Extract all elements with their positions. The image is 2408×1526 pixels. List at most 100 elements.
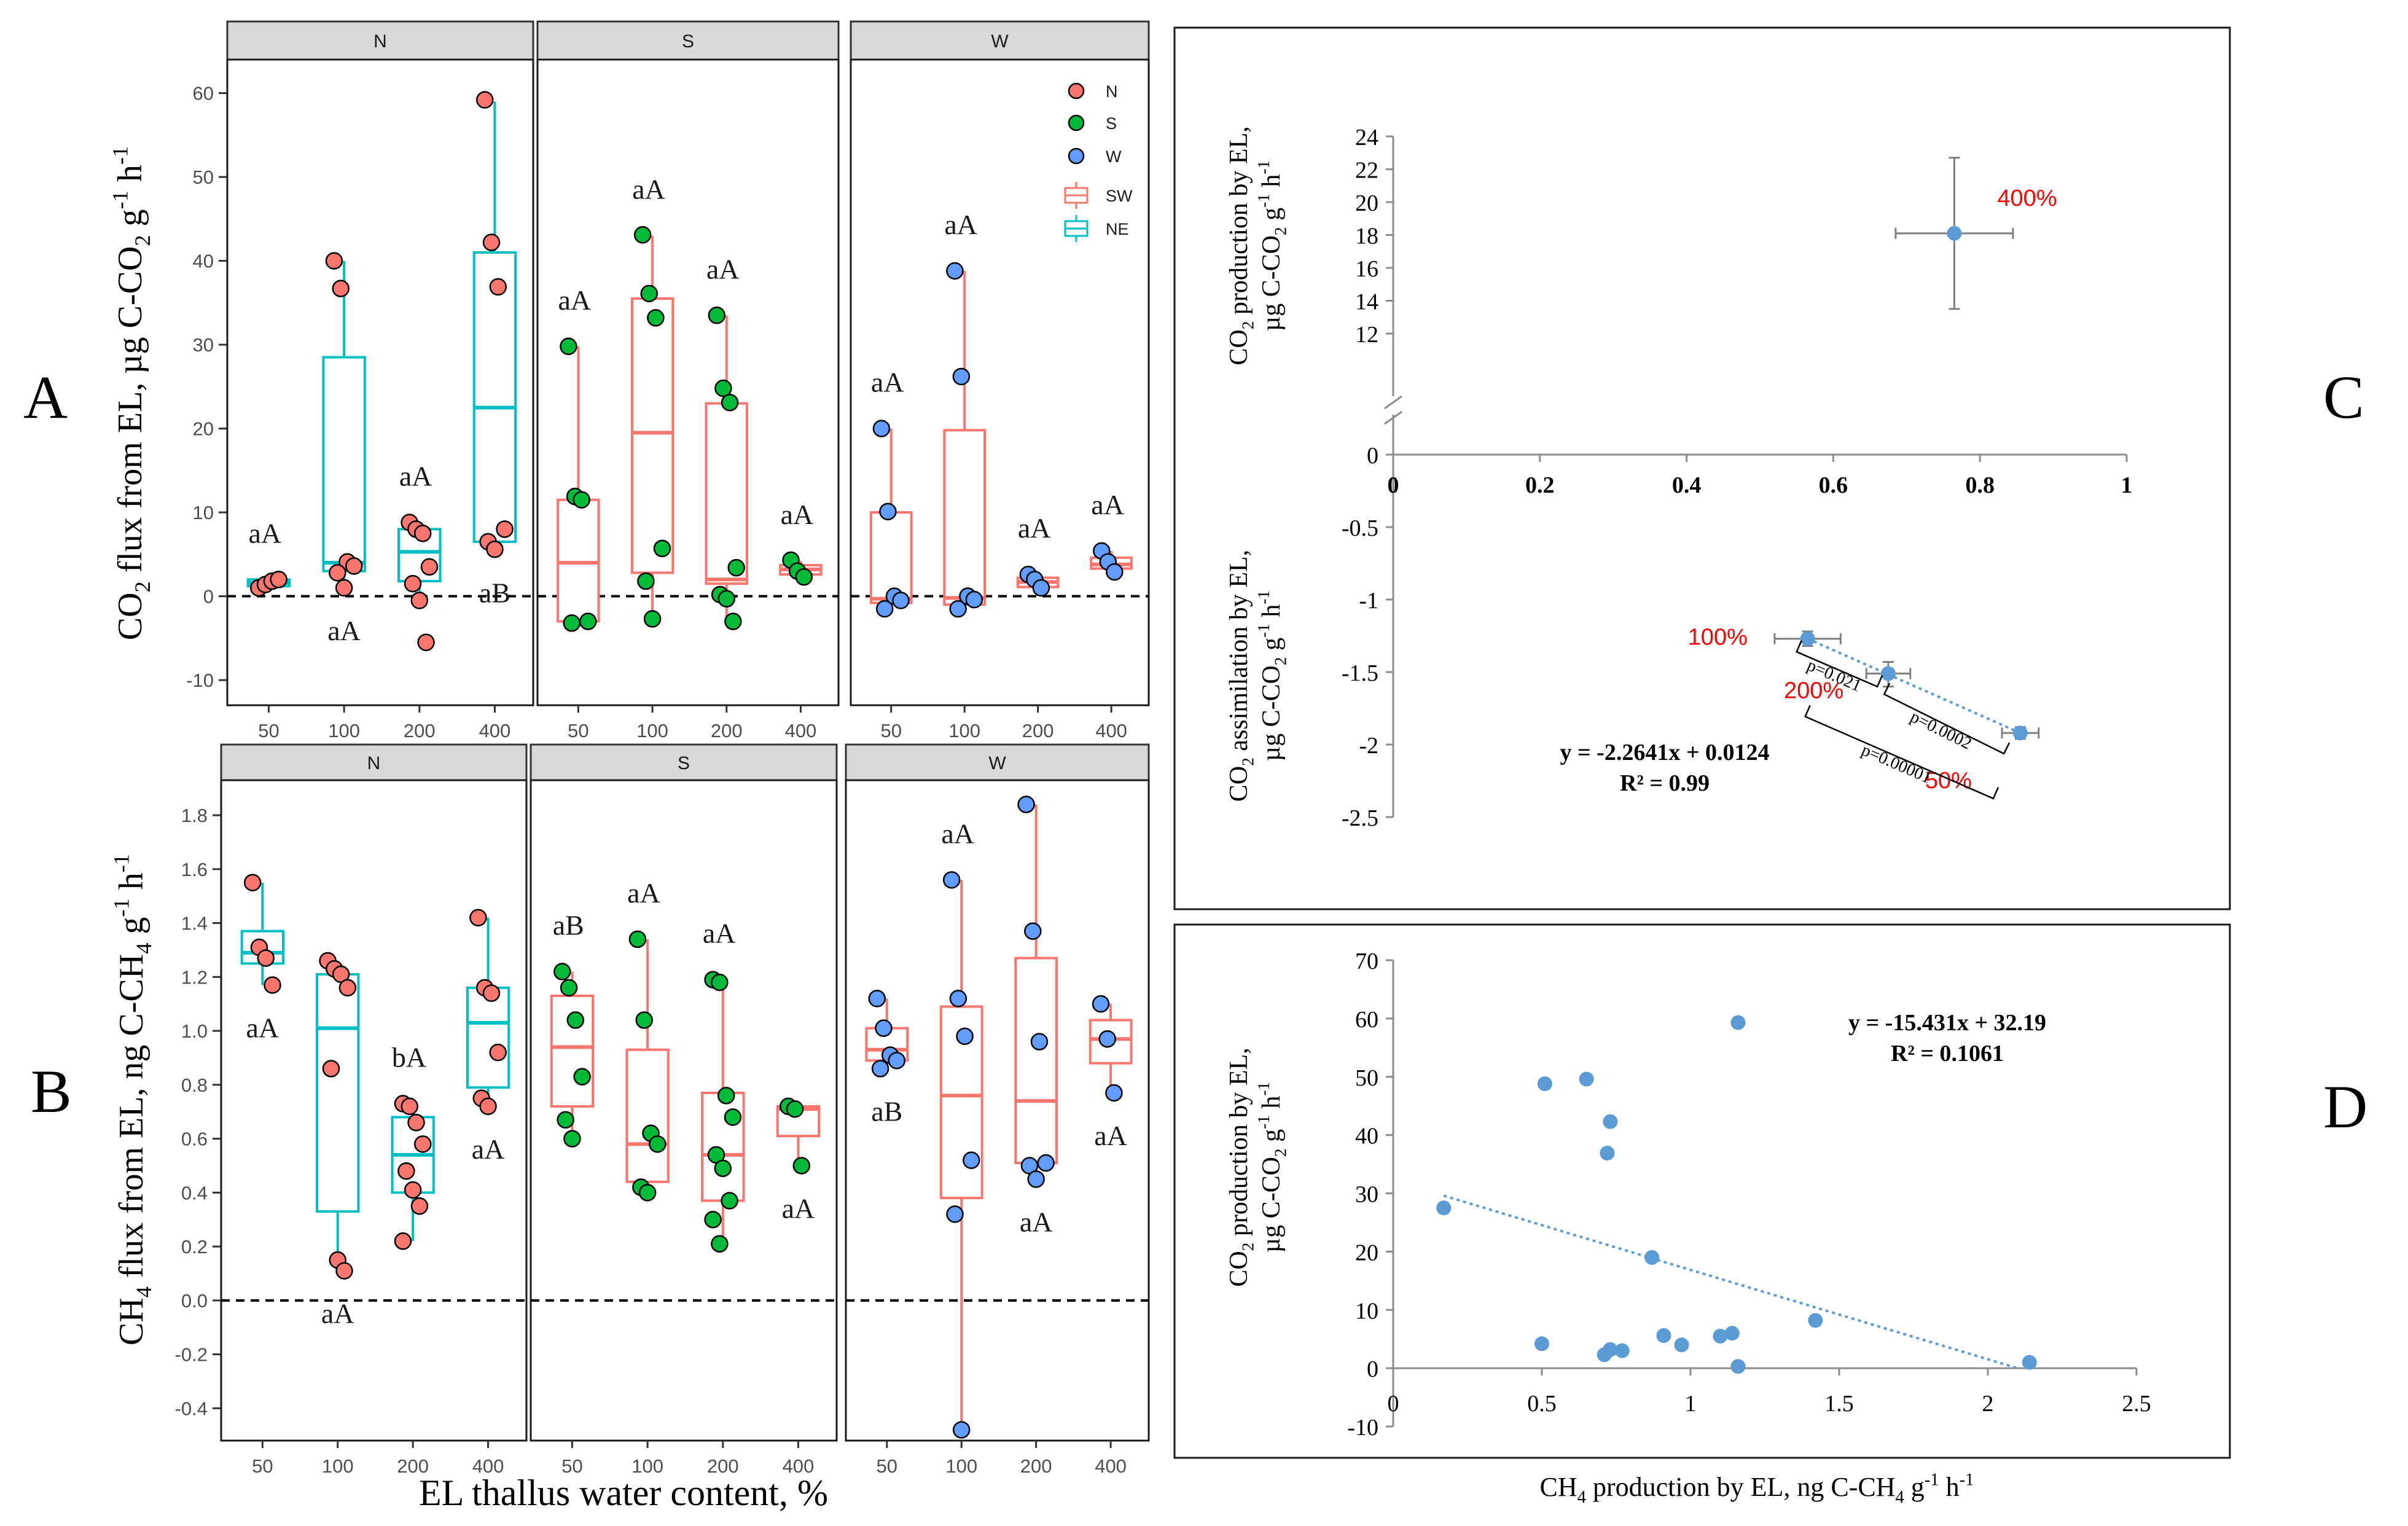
label-part: 4: [1895, 1488, 1904, 1507]
data-point: [708, 307, 726, 324]
regression-r2: R² = 0.99: [1620, 770, 1710, 796]
data-point: [2022, 1355, 2037, 1370]
x-tick-label: 1.5: [1824, 1391, 1854, 1417]
label-part: g: [1257, 208, 1286, 227]
label-part: g: [111, 209, 149, 235]
p-value-label: p=0.00001: [1859, 740, 1934, 788]
label-part: g: [1904, 1472, 1925, 1502]
data-point: [413, 524, 432, 542]
data-point: [573, 491, 590, 509]
data-point: [579, 612, 597, 630]
data-point: [628, 930, 647, 949]
label-part: -1: [1254, 194, 1273, 208]
facet-strip-label: N: [367, 753, 381, 773]
axis-break-mark: [1384, 410, 1402, 425]
significance-label: aA: [249, 517, 282, 549]
label-part: 4: [131, 943, 156, 954]
regression-r2: R² = 0.1061: [1891, 1041, 2004, 1066]
y-tick-label: -0.5: [1342, 515, 1378, 541]
label-part: 2: [1239, 321, 1257, 330]
label-part: production by EL,: [1225, 1047, 1253, 1242]
data-point: [795, 568, 813, 586]
data-point: [875, 1019, 893, 1037]
data-point: [407, 1113, 425, 1132]
data-point: [325, 252, 343, 270]
significance-label: aA: [558, 284, 592, 316]
label-part: 2: [1272, 227, 1290, 235]
legend-label: S: [1106, 114, 1117, 133]
y-tick-label: -1: [1359, 588, 1378, 614]
label-part: 2: [1272, 657, 1290, 665]
data-point: [1947, 225, 1962, 241]
box-iqr: [557, 498, 600, 623]
y-tick-label: 1.8: [181, 805, 208, 826]
x-tick-label: 100: [636, 720, 668, 741]
y-tick-label: -0.2: [175, 1344, 208, 1366]
data-point: [397, 1162, 415, 1180]
x-tick-label: 0.6: [1819, 472, 1848, 498]
label-part: h: [1257, 1096, 1286, 1116]
significance-label: aA: [703, 918, 736, 949]
data-point: [401, 1097, 419, 1116]
facet-strip-label: W: [988, 753, 1006, 773]
y-tick-label: 30: [1355, 1182, 1378, 1208]
data-point: [479, 1097, 497, 1116]
data-point: [563, 614, 581, 632]
panel-d-scatter: -10 0 10 20 30 40 50 60 70 0 0.5 1 1.5 2 2.5 y = -15.43…: [1225, 949, 2151, 1507]
y-tick-label: 10: [1355, 1298, 1378, 1324]
box-iqr: [466, 986, 510, 1089]
data-point: [952, 1421, 971, 1439]
label-part: CH: [1540, 1472, 1577, 1502]
y-tick-label: 0.2: [181, 1236, 208, 1258]
data-point: [486, 540, 504, 558]
x-tick-label: 1: [1685, 1391, 1697, 1417]
x-tick-label: 100: [328, 720, 360, 741]
label-part: production by EL,: [1225, 126, 1253, 321]
data-point: [489, 278, 507, 296]
data-point: [717, 590, 736, 608]
significance-bracket: [1796, 640, 1883, 688]
label-part: 2: [130, 581, 155, 592]
y-tick-label: 0.6: [181, 1129, 208, 1150]
significance-label: aA: [632, 174, 665, 205]
x-tick-label: 0: [1388, 1391, 1399, 1417]
y-tick-label: 0.4: [181, 1182, 208, 1203]
data-point: [496, 520, 514, 538]
y-tick-label: 1.0: [181, 1020, 208, 1042]
data-point: [1436, 1200, 1452, 1216]
point-label: 400%: [1997, 186, 2057, 211]
data-point: [404, 1181, 422, 1199]
data-point: [653, 539, 671, 558]
label-part: 2: [130, 235, 155, 246]
legend-label: SW: [1106, 187, 1133, 205]
data-point: [633, 226, 652, 244]
data-point: [1579, 1071, 1594, 1087]
y-tick-label: -10: [1347, 1415, 1378, 1441]
data-point: [560, 337, 577, 356]
x-tick-label: 2.5: [2122, 1391, 2151, 1417]
y-tick-label: 50: [193, 166, 214, 188]
label-part: h: [1257, 174, 1286, 194]
y-axis-label-upper: µg C-CO2 g-1 h-1: [1254, 160, 1289, 331]
data-point: [717, 1087, 735, 1105]
box-iqr: [869, 511, 913, 605]
data-point: [1098, 1030, 1116, 1048]
data-point: [649, 1135, 666, 1153]
data-point: [714, 379, 732, 397]
y-tick-label: 30: [193, 334, 214, 356]
data-point: [643, 610, 662, 628]
x-tick-label: 2: [1982, 1391, 1994, 1417]
data-point: [560, 979, 578, 997]
label-part: -1: [1254, 590, 1273, 605]
y-axis-label-a: CO2 flux from EL, µg C-CO2 g-1 h-1: [108, 146, 155, 640]
data-point: [1880, 666, 1896, 681]
facet-strip-label: N: [373, 31, 387, 52]
facet-strip: [850, 20, 1150, 61]
facet-strip: [536, 20, 840, 61]
label-part: -1: [1254, 624, 1273, 638]
label-part: g: [1257, 638, 1286, 657]
data-point: [638, 1184, 657, 1202]
data-point: [557, 1111, 574, 1129]
y-tick-label: 18: [1355, 224, 1378, 249]
data-point: [640, 284, 659, 303]
